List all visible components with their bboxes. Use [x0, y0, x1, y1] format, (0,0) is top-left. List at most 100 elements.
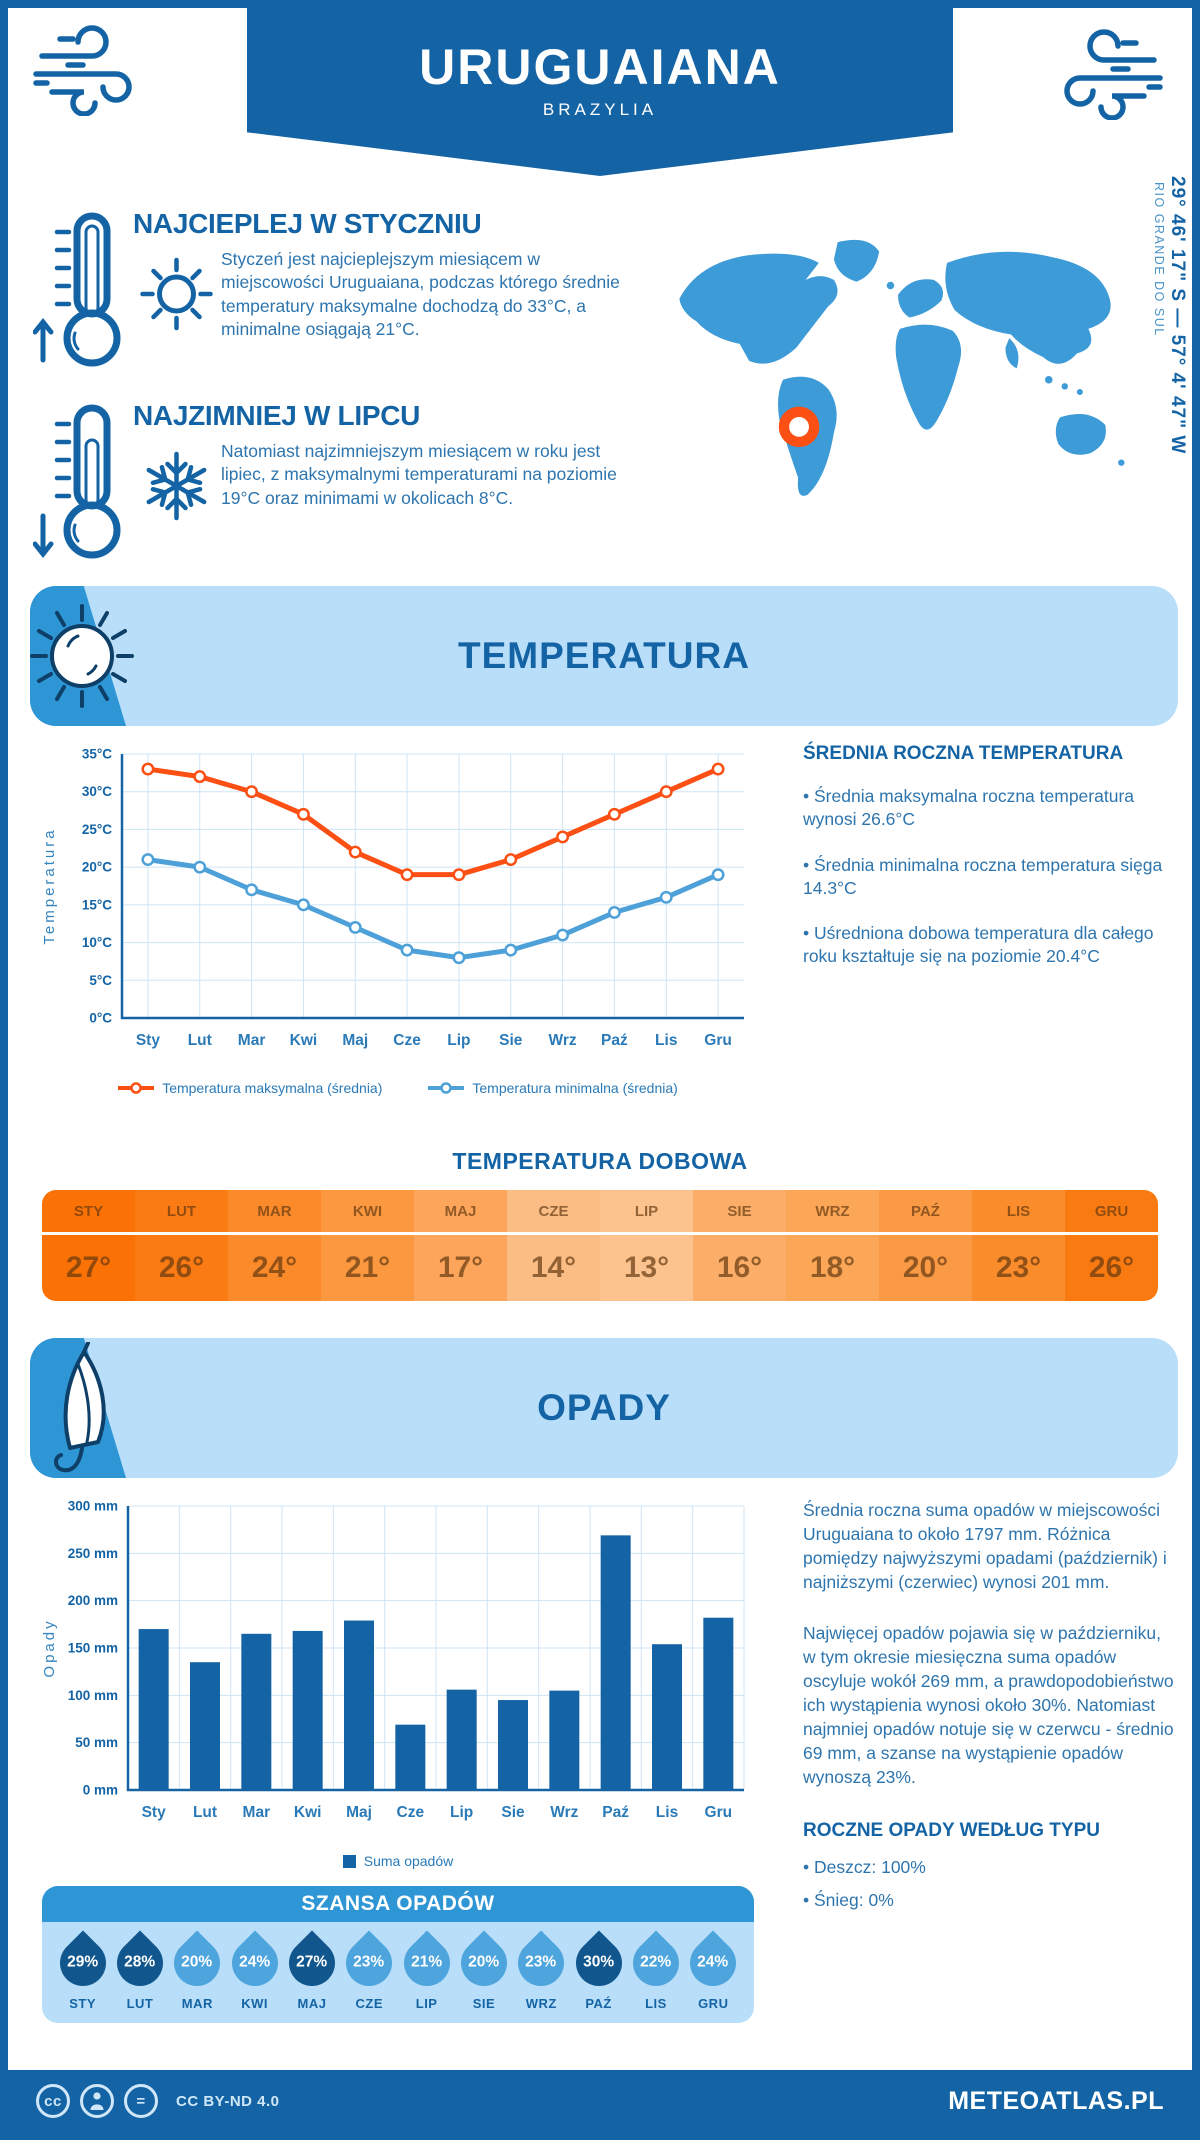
data-point: [193, 770, 207, 784]
data-point: [452, 951, 466, 965]
world-map-graphic: [679, 239, 1125, 496]
daily-table-value: 16°: [693, 1235, 786, 1301]
x-tick-label: Maj: [346, 1804, 372, 1821]
chance-item: 23% WRZ: [508, 1926, 574, 2011]
raindrop-icon: 23%: [336, 1930, 402, 1996]
chance-month: LIP: [415, 1996, 438, 2011]
data-point: [400, 943, 414, 957]
chance-value: 24%: [239, 1954, 271, 1971]
x-tick-label: Lis: [656, 1804, 678, 1821]
data-point: [504, 943, 518, 957]
x-tick-label: Lip: [450, 1804, 473, 1821]
y-tick-label: 0 mm: [83, 1783, 118, 1798]
bar-Gru: [703, 1617, 734, 1790]
y-axis-title: Temperatura: [41, 827, 58, 944]
x-tick-label: Lip: [447, 1032, 470, 1049]
footer: cc = CC BY-ND 4.0 METEOATLAS.PL: [8, 2070, 1192, 2132]
data-point: [141, 762, 155, 776]
precipitation-paragraph: Najwięcej opadów pojawia się w październ…: [803, 1622, 1174, 1788]
x-tick-label: Maj: [342, 1032, 368, 1049]
annual-temp-bullets: Średnia maksymalna roczna temperatura wy…: [803, 785, 1175, 969]
data-point: [711, 762, 725, 776]
x-tick-label: Kwi: [290, 1032, 318, 1049]
precipitation-bar-chart: 0 mm 50 mm 100 mm 150 mm 200 mm 250 mm 300 mm S…: [41, 1499, 745, 1821]
license-badges: cc =: [36, 2084, 158, 2118]
data-point: [504, 853, 518, 867]
series-line-0: [145, 766, 721, 878]
chance-month: LUT: [126, 1996, 154, 2011]
y-tick-label: 150 mm: [68, 1641, 118, 1656]
raindrop-icon: 27%: [279, 1930, 345, 1996]
chance-value: 28%: [124, 1954, 156, 1971]
legend-item: Temperatura minimalna (średnia): [428, 1080, 678, 1096]
x-tick-label: Cze: [393, 1032, 421, 1049]
wind-icon: [1064, 29, 1163, 120]
bar-Cze: [395, 1724, 426, 1790]
chance-item: 20% SIE: [451, 1926, 517, 2011]
x-tick-label: Paź: [602, 1804, 629, 1821]
data-point: [711, 868, 725, 882]
chance-value: 22%: [640, 1954, 672, 1971]
chance-month: KWI: [241, 1996, 269, 2011]
x-tick-label: Paź: [601, 1032, 628, 1049]
daily-table-month: LIP: [600, 1190, 693, 1235]
chance-value: 24%: [697, 1954, 729, 1971]
x-tick-label: Lut: [193, 1804, 217, 1821]
chance-month: STY: [69, 1996, 97, 2011]
x-tick-label: Sty: [142, 1804, 167, 1821]
temperature-chart-legend: Temperatura maksymalna (średnia) Temperat…: [38, 1080, 758, 1096]
legend-item: Temperatura maksymalna (średnia): [118, 1080, 382, 1096]
coordinates-text: 29° 46' 17" S — 57° 4' 47" W: [1167, 176, 1188, 455]
highlight-body: NAJZIMNIEJ W LIPCU Natomiast najzimniejs…: [133, 400, 633, 565]
coldest-month-highlight: NAJZIMNIEJ W LIPCU Natomiast najzimniejs…: [33, 400, 638, 565]
data-point: [193, 860, 207, 874]
legend-swatch: [118, 1082, 155, 1094]
y-tick-label: 250 mm: [68, 1546, 118, 1561]
raindrop-icon: 28%: [107, 1930, 173, 1996]
daily-table-month: PAŹ: [879, 1190, 972, 1235]
umbrella-icon: [54, 1342, 106, 1473]
chance-month: SIE: [472, 1996, 496, 2011]
highlight-title: NAJZIMNIEJ W LIPCU: [133, 400, 421, 431]
precip-type-bullet: Śnieg: 0%: [803, 1889, 1175, 1912]
page-subtitle: BRAZYLIA: [542, 100, 658, 119]
chance-item: 20% MAR: [164, 1926, 230, 2011]
location-marker: [778, 406, 820, 448]
precip-type-heading: ROCZNE OPADY WEDŁUG TYPU: [803, 1819, 1100, 1841]
daily-temperature-table: STY LUT MAR KWI MAJ CZE LIP SIE WRZ PAŹ LIS GRU 27° 2…: [42, 1190, 1158, 1301]
bar-Paź: [600, 1535, 631, 1790]
daily-table-value: 13°: [600, 1235, 693, 1301]
world-map: [653, 208, 1143, 510]
sun-icon: [30, 604, 134, 708]
annual-temp-bullet: Uśredniona dobowa temperatura dla całego…: [803, 922, 1175, 969]
highlight-body: NAJCIEPLEJ W STYCZNIU Styczeń jest najci…: [133, 208, 633, 373]
data-point: [296, 898, 310, 912]
y-tick-label: 50 mm: [75, 1735, 118, 1750]
legend-swatch: [342, 1854, 356, 1868]
precip-chance-items: 29% STY 28% LUT 20% MAR 24% KWI 27% MAJ 23% CZE 21% L…: [42, 1922, 754, 2023]
daily-table-month: KWI: [321, 1190, 414, 1235]
chance-item: 23% CZE: [336, 1926, 402, 2011]
bar-Maj: [344, 1620, 374, 1790]
raindrop-icon: 20%: [164, 1930, 230, 1996]
x-tick-label: Lis: [655, 1032, 677, 1049]
chance-value: 30%: [583, 1954, 615, 1971]
site-name: METEOATLAS.PL: [948, 2086, 1164, 2115]
daily-table-month: MAR: [228, 1190, 321, 1235]
y-tick-label: 300 mm: [68, 1499, 118, 1514]
y-tick-label: 200 mm: [68, 1593, 118, 1608]
precipitation-chart-legend: Suma opadów: [38, 1853, 758, 1869]
section-title: TEMPERATURA: [458, 635, 750, 676]
x-tick-label: Sie: [501, 1804, 525, 1821]
chance-value: 23%: [525, 1954, 557, 1971]
chance-month: MAJ: [297, 1996, 327, 2011]
daily-table-value: 26°: [1065, 1235, 1158, 1301]
daily-table-month: SIE: [693, 1190, 786, 1235]
data-point: [556, 928, 570, 942]
daily-table-value: 23°: [972, 1235, 1065, 1301]
daily-table-value: 21°: [321, 1235, 414, 1301]
data-point: [556, 830, 570, 844]
chance-month: MAR: [181, 1996, 213, 2011]
temperature-section-banner: TEMPERATURA: [30, 586, 1178, 726]
y-tick-label: 35°C: [82, 747, 112, 762]
